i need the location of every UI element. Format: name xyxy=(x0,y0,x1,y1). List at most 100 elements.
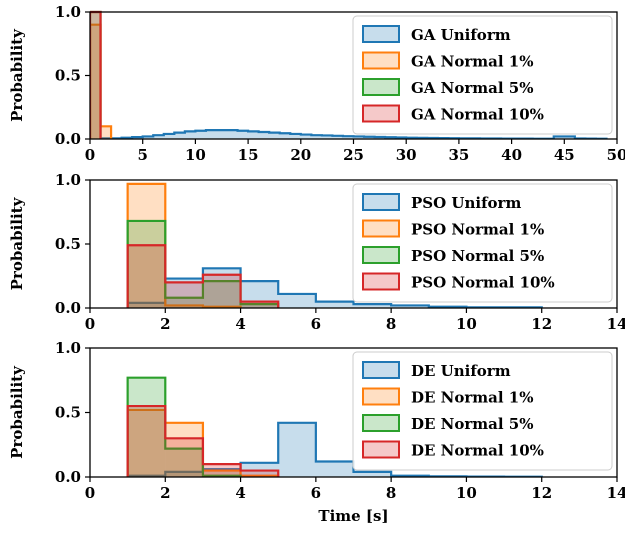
bar-ga-uniform xyxy=(237,130,249,139)
bar-ga-uniform xyxy=(269,132,280,139)
bar-de-normal-5- xyxy=(127,377,166,477)
legend-swatch xyxy=(362,78,400,96)
y-tick-label: 0.5 xyxy=(55,67,81,85)
x-tick-label: 12 xyxy=(531,484,552,502)
x-tick-label: 10 xyxy=(456,484,477,502)
bar-ga-uniform xyxy=(290,133,301,139)
legend-swatch xyxy=(362,387,400,406)
y-axis-label: Probability xyxy=(8,365,26,459)
bar-ga-uniform xyxy=(216,130,228,139)
x-tick-label: 40 xyxy=(501,146,522,164)
bar-ga-normal-5- xyxy=(90,12,101,139)
x-tick-label: 2 xyxy=(160,484,170,502)
x-tick-label: 0 xyxy=(85,146,95,164)
x-tick-label: 20 xyxy=(290,146,311,164)
bar-de-normal-1- xyxy=(127,409,166,477)
x-tick-label: 2 xyxy=(160,315,170,333)
x-tick-label: 25 xyxy=(343,146,364,164)
legend-entry-label: GA Normal 5% xyxy=(411,79,534,97)
legend-entry-label: DE Uniform xyxy=(411,362,511,380)
legend-entry-label: PSO Normal 1% xyxy=(411,221,544,239)
legend-entry-label: PSO Uniform xyxy=(411,194,521,212)
x-tick-label: 12 xyxy=(531,315,552,333)
legend-entry-label: PSO Normal 10% xyxy=(411,274,555,292)
bar-de-normal-10- xyxy=(240,470,279,477)
legend-swatch xyxy=(362,246,400,264)
bar-de-normal-1- xyxy=(165,422,203,477)
legend-swatch xyxy=(362,193,400,211)
step-outline-de-normal-5- xyxy=(126,376,242,477)
bar-ga-uniform xyxy=(184,131,196,139)
bar-de-uniform xyxy=(278,422,316,477)
bar-pso-normal-10- xyxy=(127,245,166,308)
y-tick-label: 0.5 xyxy=(55,404,81,422)
bar-pso-normal-5- xyxy=(165,297,203,308)
legend: GA Uniform GA Normal 1% GA Normal 5% GA Nor… xyxy=(352,15,613,135)
bar-ga-uniform xyxy=(195,130,206,139)
y-tick-label: 0.0 xyxy=(55,130,81,148)
legend: PSO Uniform PSO Normal 1% PSO Normal 5% PSO… xyxy=(352,183,613,303)
legend-entry-label: DE Normal 1% xyxy=(411,389,533,407)
x-tick-label: 50 xyxy=(607,146,625,164)
legend-swatch xyxy=(362,272,400,291)
bar-ga-uniform xyxy=(142,136,154,139)
bar-de-uniform xyxy=(315,461,354,477)
x-tick-label: 14 xyxy=(607,315,625,333)
legend-swatch xyxy=(362,219,400,238)
y-axis-label: Probability xyxy=(8,196,26,290)
legend-swatch xyxy=(362,25,400,43)
bar-de-uniform xyxy=(202,469,241,477)
y-axis-label: Probability xyxy=(8,28,26,122)
legend-box xyxy=(352,183,613,303)
x-tick-label: 4 xyxy=(235,484,245,502)
step-outline-pso-uniform xyxy=(126,267,543,308)
bar-ga-uniform xyxy=(321,135,333,139)
bar-ga-uniform xyxy=(174,132,185,139)
bar-ga-uniform xyxy=(553,136,565,139)
bar-ga-uniform xyxy=(205,130,217,139)
legend-entry-label: GA Normal 1% xyxy=(411,53,534,71)
legend-swatch xyxy=(362,414,400,432)
bar-pso-normal-10- xyxy=(165,282,203,308)
step-outline-pso-normal-1- xyxy=(126,182,242,308)
bar-pso-normal-5- xyxy=(240,304,279,308)
x-tick-label: 10 xyxy=(185,146,206,164)
bar-de-normal-10- xyxy=(127,406,166,477)
legend-entry-label: DE Normal 5% xyxy=(411,415,533,433)
x-tick-label: 15 xyxy=(238,146,259,164)
bar-de-normal-1- xyxy=(202,470,241,477)
bar-ga-uniform xyxy=(311,135,322,139)
bar-pso-uniform xyxy=(391,305,429,308)
y-tick-label: 1.0 xyxy=(55,339,81,357)
step-outline-de-normal-10- xyxy=(126,404,280,477)
y-tick-label: 0.0 xyxy=(55,299,81,317)
x-tick-label: 8 xyxy=(386,484,396,502)
bar-ga-uniform xyxy=(227,130,238,139)
legend-entry-label: DE Normal 10% xyxy=(411,442,544,460)
legend-box xyxy=(352,351,613,471)
y-tick-label: 1.0 xyxy=(55,3,81,21)
bar-ga-uniform xyxy=(279,133,291,139)
x-tick-label: 6 xyxy=(311,484,321,502)
bar-pso-normal-10- xyxy=(202,274,241,308)
bars-group xyxy=(126,182,543,308)
bar-ga-uniform xyxy=(248,131,259,139)
bar-de-normal-10- xyxy=(165,438,203,477)
bar-ga-normal-1- xyxy=(90,24,101,139)
bar-de-normal-10- xyxy=(202,464,241,477)
bar-ga-normal-10- xyxy=(90,12,101,139)
bar-ga-uniform xyxy=(364,136,375,139)
panel-1: 0 5 10 15 20 25 30 35 40 45 50 0.0 0.5 1.0 Probability… xyxy=(8,3,625,164)
y-tick-label: 1.0 xyxy=(55,171,81,189)
bar-ga-uniform xyxy=(332,135,343,139)
y-tick-label: 0.5 xyxy=(55,235,81,253)
x-tick-label: 35 xyxy=(448,146,469,164)
bar-pso-normal-1- xyxy=(165,305,203,308)
x-tick-label: 0 xyxy=(85,315,95,333)
x-tick-label: 10 xyxy=(456,315,477,333)
x-tick-label: 4 xyxy=(235,315,245,333)
bar-pso-normal-5- xyxy=(202,281,241,308)
legend-swatch xyxy=(362,51,400,70)
bar-pso-uniform xyxy=(353,304,392,308)
